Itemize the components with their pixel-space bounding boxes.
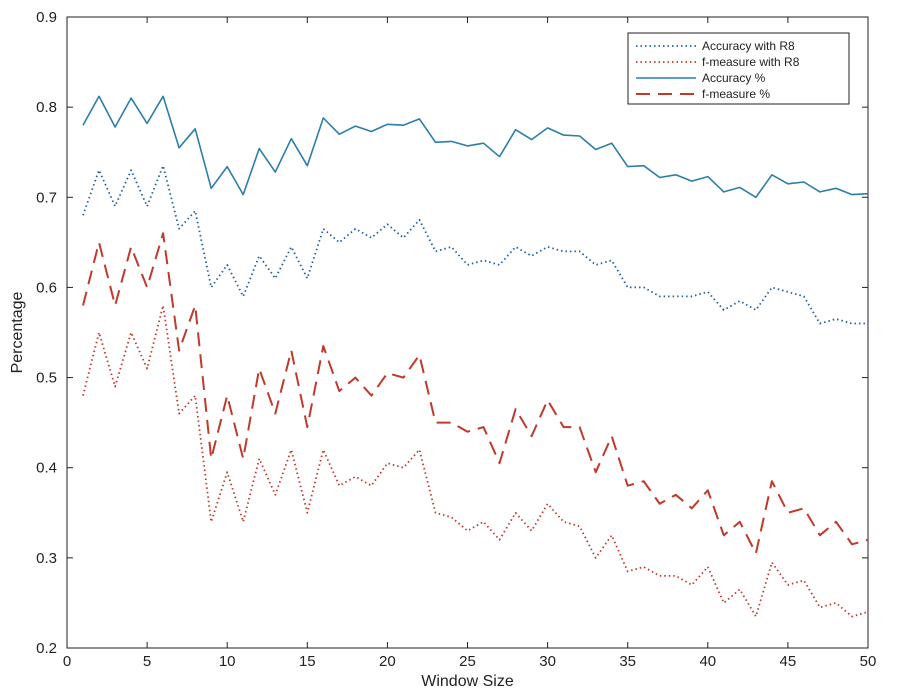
legend-label-2: f-measure with R8 xyxy=(702,55,800,69)
y-tick-label: 0.9 xyxy=(36,9,57,26)
plot-area-frame xyxy=(66,16,869,649)
y-tick-label: 0.7 xyxy=(36,189,57,206)
x-tick-label: 25 xyxy=(459,653,476,670)
series-lines xyxy=(82,95,869,618)
y-tick-label: 0.8 xyxy=(36,99,57,116)
x-tick-label: 0 xyxy=(63,653,71,670)
y-tick-label: 0.3 xyxy=(36,550,57,567)
x-tick-label: 5 xyxy=(143,653,151,670)
x-tick-label: 15 xyxy=(299,653,316,670)
y-tick-label: 0.5 xyxy=(36,370,57,387)
x-tick-label: 40 xyxy=(699,653,716,670)
x-tick-label: 35 xyxy=(619,653,636,670)
legend-label-4: f-measure % xyxy=(702,87,770,101)
x-tick-label: 45 xyxy=(780,653,797,670)
legend-label-1: Accuracy with R8 xyxy=(702,39,795,53)
x-tick-label: 10 xyxy=(219,653,236,670)
legend-label-3: Accuracy % xyxy=(702,71,766,85)
x-tick-label: 50 xyxy=(860,653,877,670)
y-tick-label: 0.4 xyxy=(36,460,57,477)
x-axis-title: Window Size xyxy=(421,673,514,690)
y-axis-title: Percentage xyxy=(9,291,26,373)
series-line-3 xyxy=(82,95,869,199)
legend: Accuracy with R8 f-measure with R8 Accurac… xyxy=(627,32,850,105)
series-line-4 xyxy=(82,232,869,555)
x-tick-label: 20 xyxy=(379,653,396,670)
legend-box xyxy=(627,32,850,105)
y-tick-label: 0.2 xyxy=(36,640,57,657)
x-tick-label: 30 xyxy=(539,653,556,670)
y-tick-label: 0.6 xyxy=(36,279,57,296)
axis-ticks: 0 5 10 15 20 25 30 35 40 45 50 0.2 0.3 0.4 0.5 0.6 0.7 0.… xyxy=(36,9,876,670)
